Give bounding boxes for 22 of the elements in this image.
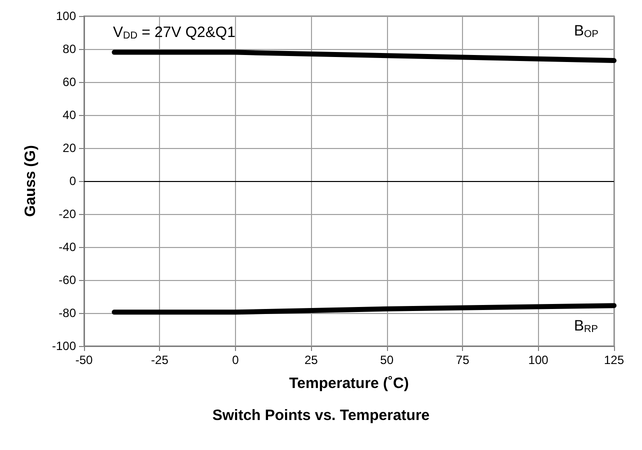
x-tick-label: 0 [232,353,240,367]
x-tick-label: -25 [151,353,169,367]
y-tick-label: 60 [62,75,76,89]
x-axis-title: Temperature (˚C) [289,375,409,392]
y-tick-label: -80 [58,306,76,320]
y-tick-label: 40 [62,108,76,122]
y-tick-label: 0 [69,174,76,188]
y-tick-label: 20 [62,141,76,155]
text: Switch Points vs. Temperature [212,407,430,424]
y-tick-label: -100 [52,339,76,353]
x-tick-label: 75 [456,353,470,367]
y-tick-label: -60 [58,273,76,287]
x-tick-label: 100 [528,353,549,367]
y-tick-label: 80 [62,42,76,56]
y-axis-title: Gauss (G) [22,145,39,217]
y-tick-label: 100 [56,9,76,23]
y-tick-label: -40 [58,240,76,254]
x-tick-label: 125 [604,353,624,367]
x-tick-label: -50 [75,353,93,367]
y-tick-label: -20 [58,207,76,221]
x-tick-label: 50 [380,353,394,367]
x-tick-label: 25 [304,353,318,367]
